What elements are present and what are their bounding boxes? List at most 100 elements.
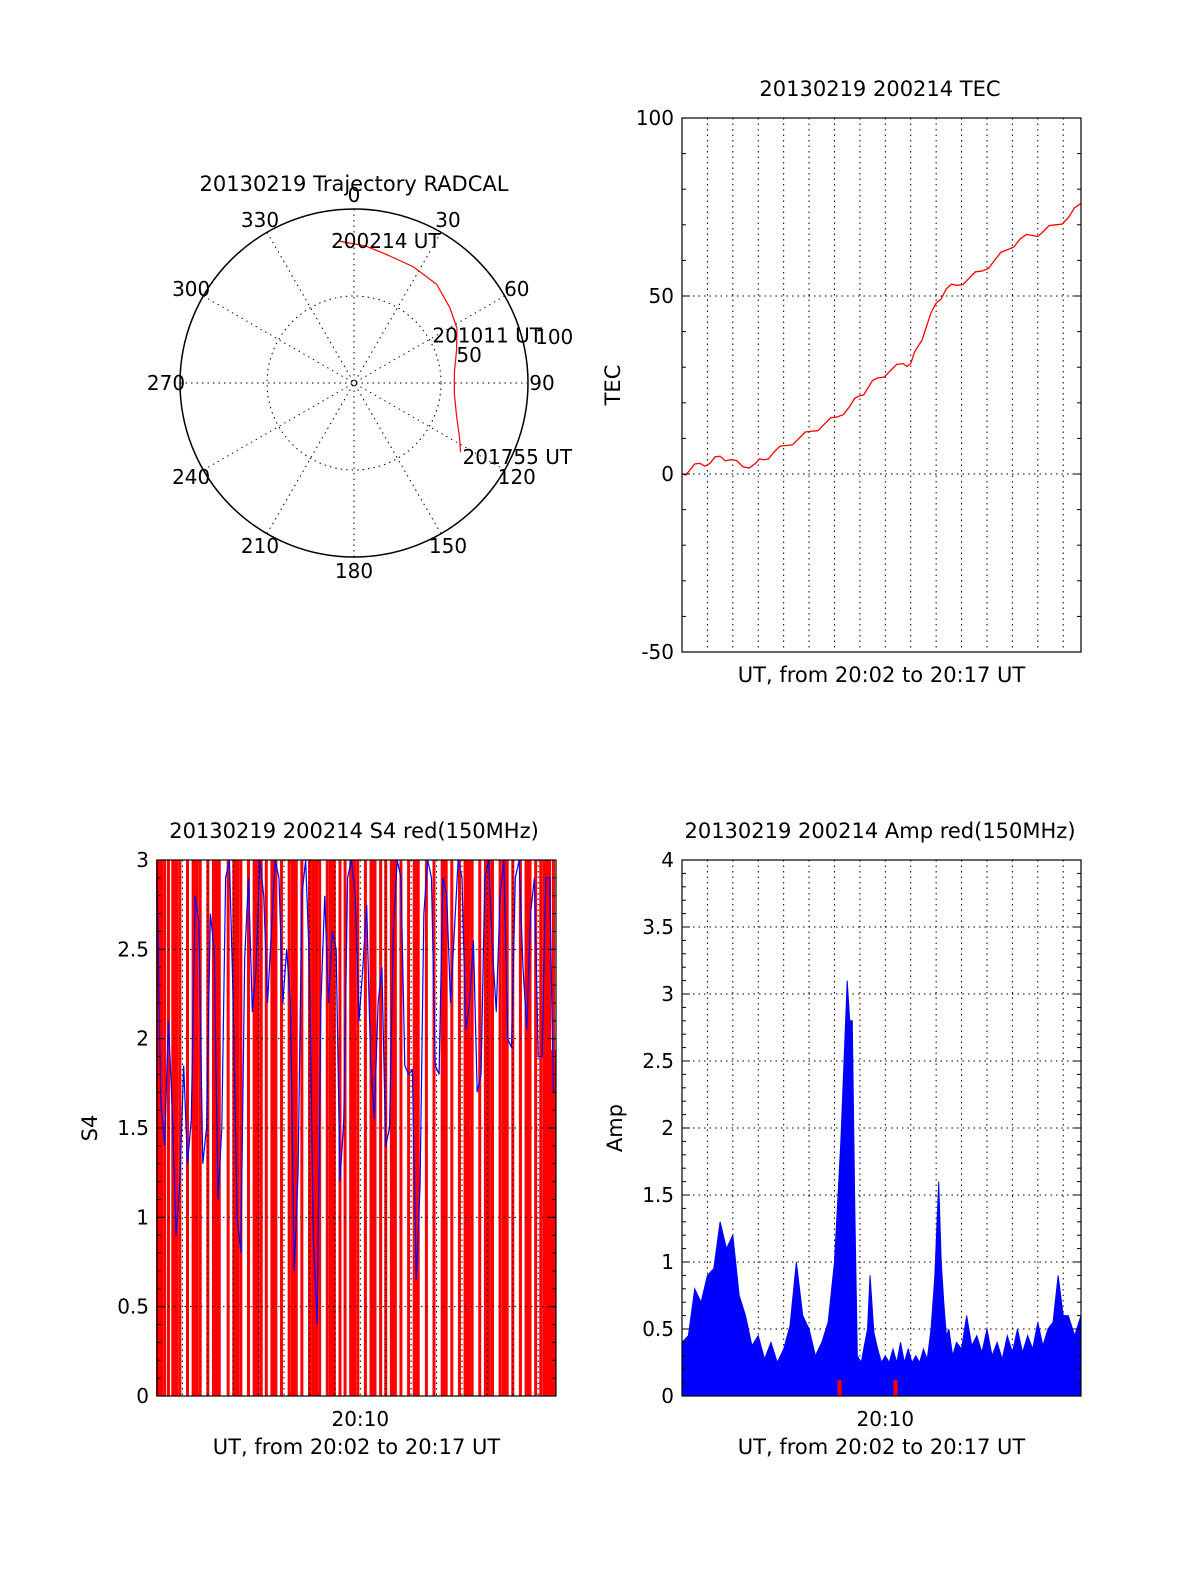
s4-red-spike [191,860,199,1396]
s4-red-block [549,1050,556,1396]
s4-red-spike [217,860,221,1396]
polar-annotations: 200214 UT 201011 UT 201755 UT [331,229,573,469]
s4-red-spike [185,860,189,1396]
y-axis-label: S4 [78,1115,102,1142]
plot-frame [156,859,557,1397]
y-tick-label: 0 [661,1384,674,1408]
y-tick-label: 100 [636,106,674,130]
amp-plot: 20130219 200214 Amp red(150MHz) 4 3.5 3 2.5… [603,819,1082,1459]
polar-title: 20130219 Trajectory RADCAL [200,172,509,196]
s4-red-spike [539,860,543,1396]
s4-red-spike [498,860,502,1396]
s4-red-spike [226,860,230,1396]
y-tick-label: 3.5 [642,915,674,939]
y-tick-label: 0 [661,462,674,486]
plot-frame [681,859,1082,1397]
amp-axes: 4 3.5 3 2.5 2 1.5 1 0.5 0 20:10 UT, from 20:02 to … [603,848,1082,1459]
s4-red-spike [399,860,403,1396]
s4-red-spike [259,860,263,1396]
s4-red-spike [264,860,268,1396]
s4-red-spike [280,860,284,1396]
polar-azimuth-label: 60 [504,277,529,301]
s4-red-spike [432,860,436,1396]
s4-red-spike [307,860,311,1396]
s4-red-spike [363,860,367,1396]
tec-axes: 100 50 0 -50 UT, from 20:02 to 20:17 UT TEC [601,106,1082,687]
s4-red-spike [490,860,494,1396]
amp-series-area [681,980,1082,1397]
amp-red-mark [837,1379,842,1396]
polar-azimuth-label: 90 [529,371,554,395]
polar-azimuth-label: 180 [335,559,373,583]
s4-red-spike [311,860,319,1396]
s4-red-spike [424,860,428,1396]
y-tick-label: 0 [136,1384,149,1408]
polar-azimuth-label: 270 [147,371,185,395]
polar-time-annotation: 201755 UT [463,445,573,469]
s4-grid [157,860,556,1396]
polar-spoke [266,232,442,534]
s4-red-spike [478,860,482,1396]
polar-azimuth-label: 300 [172,277,210,301]
tec-grid [682,118,1081,652]
polar-azimuth-label: 120 [498,465,536,489]
amp-red-mark [893,1379,898,1396]
s4-red-spike [463,860,471,1396]
polar-azimuth-label: 210 [241,534,279,558]
plot-frame [681,117,1082,653]
polar-trajectory-plot: 20130219 Trajectory RADCAL 0 30 60 90 120 150… [147,172,573,583]
polar-azimuth-label: 150 [429,534,467,558]
s4-axes: 3 2.5 2 1.5 1 0.5 0 20:10 UT, from 20:02 to 20:1… [78,848,557,1459]
amp-title: 20130219 200214 Amp red(150MHz) [684,819,1075,843]
y-axis-label: Amp [603,1104,627,1152]
y-tick-label: 2 [136,1027,149,1051]
y-tick-label: 3 [136,848,149,872]
s4-red-spike [328,860,336,1396]
polar-grid-circle [266,295,442,471]
polar-azimuth-label: 330 [241,208,279,232]
polar-radius-label: 50 [456,343,481,367]
polar-track [338,240,462,453]
polar-track-line [338,240,462,453]
tec-plot: 20130219 200214 TEC 100 50 0 -50 UT, from 20… [601,77,1082,687]
y-tick-label: 1.5 [642,1183,674,1207]
s4-red-spike [501,860,509,1396]
polar-spoke [266,232,442,534]
s4-red-spike [325,860,329,1396]
s4-red-spike [470,860,474,1396]
x-tick-label: 20:10 [331,1407,389,1431]
s4-red-spike [356,860,360,1396]
polar-time-annotation: 200214 UT [331,229,441,253]
tec-series-line [681,202,1082,476]
y-tick-label: 4 [661,848,674,872]
y-tick-label: 50 [649,284,674,308]
s4-red-spike [211,860,219,1396]
polar-azimuth-label: 240 [172,465,210,489]
y-tick-label: 2.5 [642,1049,674,1073]
polar-azimuth-label: 0 [348,183,361,207]
s4-red-spike [198,860,202,1396]
x-axis-label: UT, from 20:02 to 20:17 UT [738,663,1026,687]
s4-red-spike [534,860,538,1396]
s4-red-spike [300,860,304,1396]
y-tick-label: 1 [136,1205,149,1229]
tec-title: 20130219 200214 TEC [759,77,1000,101]
polar-radius-label: 100 [535,325,573,349]
y-axis-label: TEC [601,365,625,407]
s4-red-spike [407,860,411,1396]
s4-red-spike [246,860,250,1396]
s4-red-spike [379,860,383,1396]
s4-red-spike [457,860,461,1396]
y-tick-label: 3 [661,982,674,1006]
polar-outer-circle [179,208,529,558]
x-axis-label: UT, from 20:02 to 20:17 UT [213,1435,501,1459]
y-tick-label: 0.5 [117,1295,149,1319]
x-axis-label: UT, from 20:02 to 20:17 UT [738,1435,1026,1459]
amp-series [681,980,1082,1397]
y-tick-label: 1.5 [117,1116,149,1140]
s4-red-spike [369,860,377,1396]
s4-title: 20130219 200214 S4 red(150MHz) [169,819,539,843]
polar-time-annotation: 201011 UT [432,323,542,347]
y-tick-label: -50 [641,640,674,664]
